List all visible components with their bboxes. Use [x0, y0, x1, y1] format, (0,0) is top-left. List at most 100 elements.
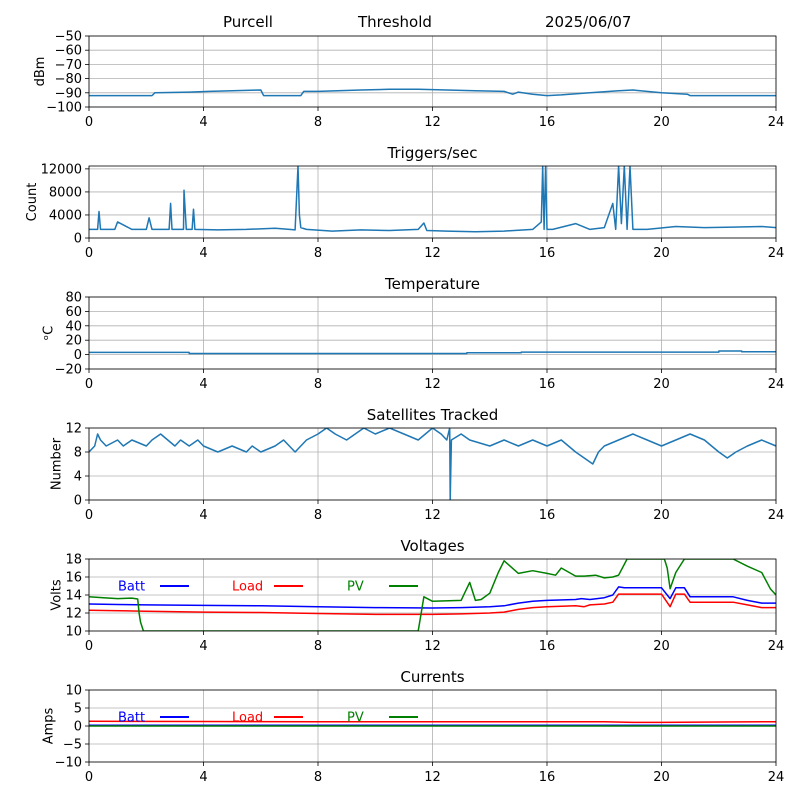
panel-2: 0 4 8 12 16 20 24 0 4000 8000 12000 Triggers/sec Cou…	[25, 144, 784, 261]
panel-1-xtick-label-5: 20	[653, 115, 670, 130]
panel-6-legend-label-batt: Batt	[118, 711, 145, 726]
panel-4-xtick-label-1: 4	[199, 508, 207, 523]
panel-6-xtick-label-3: 12	[424, 770, 441, 785]
panel-2-xtick-label-2: 8	[314, 246, 322, 261]
panel-3-xtick-label-2: 8	[314, 377, 322, 392]
panel-1-ytick-label-1: −90	[55, 86, 82, 101]
panel-3-ylabel: ᵒC	[41, 326, 56, 340]
panel-3-ytick-label-0: −20	[55, 363, 82, 378]
panel-6-ytick-label-2: 0	[74, 720, 82, 735]
panel-5-title: Voltages	[400, 537, 464, 555]
panel-1-ytick-label-0: −100	[46, 101, 82, 116]
panel-2-xtick-label-4: 16	[539, 246, 556, 261]
header-station: Purcell	[223, 13, 273, 31]
panel-1-xtick-label-3: 12	[424, 115, 441, 130]
panel-4-xtick-label-2: 8	[314, 508, 322, 523]
panel-5-ytick-label-3: 16	[65, 571, 82, 586]
panel-5-xtick-label-2: 8	[314, 639, 322, 654]
panel-3-series-1-line	[89, 350, 776, 355]
panel-4-title: Satellites Tracked	[367, 406, 498, 424]
panel-5-legend-label-load: Load	[232, 580, 263, 595]
panel-5-ylabel: Volts	[50, 579, 65, 611]
panel-1-xtick-label-4: 16	[539, 115, 556, 130]
panel-4-ytick-label-0: 0	[74, 494, 82, 509]
panel-1: 0 4 8 12 16 20 24 −100−90−80−70−60−50 dBm	[33, 30, 784, 131]
panel-5-xtick-label-1: 4	[199, 639, 207, 654]
panel-2-xtick-label-1: 4	[199, 246, 207, 261]
panel-4-ytick-label-1: 4	[74, 470, 82, 485]
panel-3-ytick-label-3: 40	[65, 319, 82, 334]
panel-1-ytick-label-2: −80	[55, 72, 82, 87]
panel-2-xtick-label-3: 12	[424, 246, 441, 261]
panel-6-legend-label-pv: PV	[347, 711, 364, 726]
panel-6-ytick-label-3: 5	[74, 702, 82, 717]
panel-6-series-load-line	[89, 720, 776, 724]
panel-1-xtick-label-6: 24	[768, 115, 785, 130]
panel-3-xtick-label-6: 24	[768, 377, 785, 392]
panel-5-ytick-label-2: 14	[65, 589, 82, 604]
panel-3-ytick-label-5: 80	[65, 291, 82, 306]
panel-1-xtick-label-2: 8	[314, 115, 322, 130]
panel-3-ytick-label-4: 60	[65, 305, 82, 320]
panel-5-xtick-label-3: 12	[424, 639, 441, 654]
panel-2-title: Triggers/sec	[387, 144, 478, 162]
panel-4-xtick-label-0: 0	[85, 508, 93, 523]
panel-6-legend-label-load: Load	[232, 711, 263, 726]
panel-2-ytick-label-3: 12000	[41, 162, 82, 177]
panel-4-xtick-label-4: 16	[539, 508, 556, 523]
panel-3-xtick-label-0: 0	[85, 377, 93, 392]
figure-header: Purcell Threshold 2025/06/07	[223, 13, 631, 31]
panel-6-ytick-label-1: −5	[63, 738, 82, 753]
panel-4-ylabel: Number	[50, 437, 65, 490]
panel-5-xtick-label-5: 20	[653, 639, 670, 654]
panel-5-ytick-label-4: 18	[65, 553, 82, 568]
panel-1-xtick-label-1: 4	[199, 115, 207, 130]
header-date: 2025/06/07	[545, 13, 631, 31]
panel-5-xtick-label-4: 16	[539, 639, 556, 654]
panel-1-ytick-label-3: −70	[55, 58, 82, 73]
panel-2-ytick-label-2: 8000	[49, 185, 82, 200]
panel-1-ylabel: dBm	[33, 57, 48, 87]
panel-6-xtick-label-4: 16	[539, 770, 556, 785]
panel-5-ytick-label-0: 10	[65, 625, 82, 640]
panel-4-ytick-label-2: 8	[74, 446, 82, 461]
panel-3-ytick-label-1: 0	[74, 348, 82, 363]
panel-4-xtick-label-6: 24	[768, 508, 785, 523]
panel-2-series-1-line	[89, 166, 776, 233]
panel-6-xtick-label-2: 8	[314, 770, 322, 785]
panel-3-xtick-label-3: 12	[424, 377, 441, 392]
panel-6-xtick-label-1: 4	[199, 770, 207, 785]
panel-5-xtick-label-6: 24	[768, 639, 785, 654]
panel-6: 0 4 8 12 16 20 24 −10 −5 0 5 10 Currents Amps Batt Load…	[41, 668, 784, 785]
header-mode: Threshold	[357, 13, 432, 31]
panel-2-ylabel: Count	[25, 183, 40, 222]
panel-5-xtick-label-0: 0	[85, 639, 93, 654]
panel-2-ytick-label-0: 0	[74, 232, 82, 247]
panel-2-xtick-label-6: 24	[768, 246, 785, 261]
panel-4-xtick-label-3: 12	[424, 508, 441, 523]
panel-5-series-pv-line	[89, 559, 776, 631]
panel-2-ytick-label-1: 4000	[49, 208, 82, 223]
panel-1-ytick-label-4: −60	[55, 44, 82, 59]
panel-6-ylabel: Amps	[41, 707, 56, 744]
panel-1-xtick-label-0: 0	[85, 115, 93, 130]
panel-5-legend-label-pv: PV	[347, 580, 364, 595]
panel-3-xtick-label-4: 16	[539, 377, 556, 392]
panel-3-xtick-label-1: 4	[199, 377, 207, 392]
panel-1-series-1-line	[89, 88, 776, 97]
panel-4-xtick-label-5: 20	[653, 508, 670, 523]
panel-6-ytick-label-0: −10	[55, 756, 82, 771]
panel-2-xtick-label-5: 20	[653, 246, 670, 261]
panel-4-series-1-line	[89, 428, 776, 500]
panel-2-xtick-label-0: 0	[85, 246, 93, 261]
panel-3-ytick-label-2: 20	[65, 334, 82, 349]
panel-6-title: Currents	[400, 668, 464, 686]
panel-6-ytick-label-4: 10	[65, 684, 82, 699]
panel-5-legend-label-batt: Batt	[118, 580, 145, 595]
panel-4-ytick-label-3: 12	[65, 422, 82, 437]
panel-4: 0 4 8 12 16 20 24 0 4 8 12 Satellites Tracked Number	[50, 406, 785, 523]
panel-6-xtick-label-6: 24	[768, 770, 785, 785]
panel-6-xtick-label-0: 0	[85, 770, 93, 785]
